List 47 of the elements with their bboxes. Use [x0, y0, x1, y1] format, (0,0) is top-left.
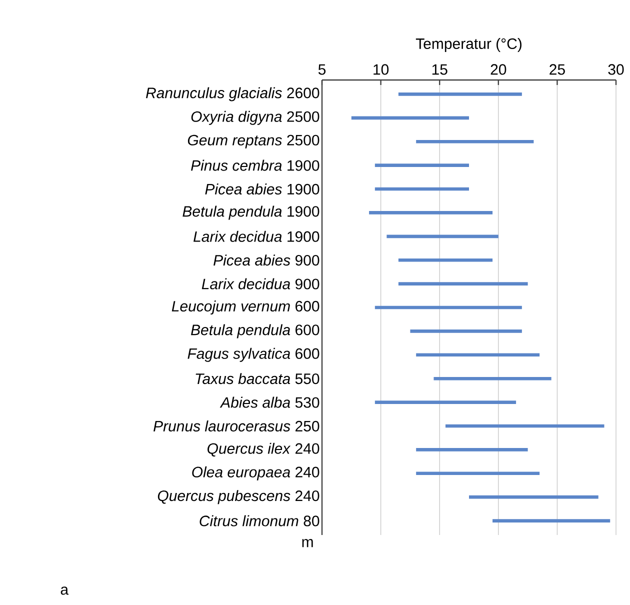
x-tick-label: 20	[490, 64, 506, 75]
x-tick-label: 5	[318, 64, 326, 75]
y-tick-label: Fagus sylvatica 600	[188, 348, 320, 362]
bar	[434, 376, 552, 380]
y-tick-label: Quercus ilex 240	[208, 442, 320, 457]
bar	[398, 282, 528, 286]
x-axis-title: Temperatur (°C)	[416, 38, 522, 52]
x-tick-label: 30	[608, 64, 624, 75]
bar	[416, 353, 540, 357]
bar	[351, 116, 470, 120]
y-tick-label: Betula pendula 600	[190, 324, 320, 338]
y-tick-label: Olea europaea 240	[192, 466, 320, 480]
y-tick-label: Geum reptans 2500	[188, 134, 320, 148]
bar	[398, 258, 493, 262]
x-tick-label: 15	[432, 64, 448, 75]
bar	[374, 306, 522, 310]
bar	[369, 211, 493, 214]
y-tick-label: Leucojum vernum 600	[172, 300, 320, 314]
y-tick-label: Oxyria digyna 2500	[191, 110, 320, 125]
bar	[416, 448, 528, 452]
y-tick-label: Abies alba 530	[220, 396, 320, 408]
bar	[374, 400, 516, 404]
y-tick-label: Larix decidua 1900	[194, 230, 320, 242]
y-tick-label: Quercus pubescens 240	[158, 490, 320, 504]
bar	[469, 495, 598, 499]
bar	[374, 187, 470, 191]
y-tick-label: Pinus cembra 1900	[191, 160, 320, 171]
bar	[445, 424, 604, 428]
text: a	[60, 586, 69, 595]
y-tick-label: Citrus limonum 80	[200, 515, 320, 526]
y-tick-label: Picea abies 900	[214, 254, 320, 266]
bar	[416, 140, 534, 144]
y-axis-title: m	[302, 539, 313, 548]
bar	[374, 164, 470, 167]
bar	[410, 330, 522, 333]
y-tick-label: Picea abies 1900	[205, 184, 320, 195]
y-tick-label: Ranunculus glacialis 2600	[146, 87, 320, 102]
bar	[386, 234, 498, 238]
y-tick-label: Betula pendula 1900	[182, 206, 320, 220]
x-tick-label: 10	[374, 64, 389, 75]
bar	[492, 519, 610, 522]
y-tick-label: Taxus baccata 550	[196, 373, 320, 384]
y-tick-label: Larix decidua 900	[202, 278, 320, 290]
bar	[398, 92, 522, 96]
bar	[416, 472, 540, 476]
y-tick-label: Prunus laurocerasus 250	[154, 420, 320, 432]
x-tick-label: 25	[550, 64, 565, 75]
